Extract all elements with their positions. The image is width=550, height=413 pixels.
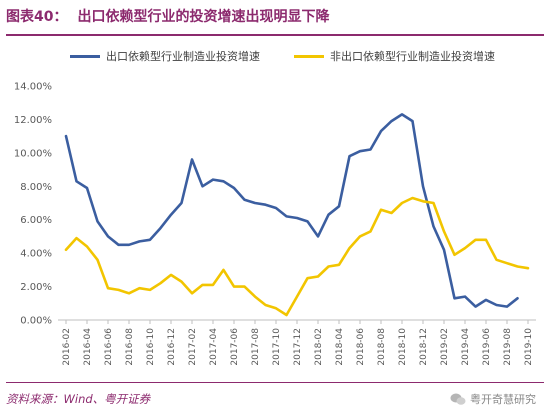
legend-label-series-1: 出口依赖型行业制造业投资增速 xyxy=(106,50,260,63)
x-tick-label: 2018-08 xyxy=(377,328,387,366)
x-tick-label: 2016-06 xyxy=(104,328,114,366)
x-tick-label: 2016-08 xyxy=(125,328,135,366)
legend-item-series-2: 非出口依赖型行业制造业投资增速 xyxy=(294,48,495,64)
figure-label: 图表40： xyxy=(6,9,68,25)
y-tick-label: 12.00% xyxy=(14,115,52,126)
y-tick-label: 10.00% xyxy=(14,148,52,159)
x-tick-label: 2016-10 xyxy=(146,328,156,366)
figure-title: 出口依赖型行业的投资增速出现明显下降 xyxy=(77,9,330,25)
x-tick-label: 2018-06 xyxy=(356,328,366,366)
legend-item-series-1: 出口依赖型行业制造业投资增速 xyxy=(70,48,260,64)
x-tick-label: 2016-12 xyxy=(167,328,177,366)
x-tick-label: 2019-02 xyxy=(440,328,450,366)
x-tick-label: 2019-06 xyxy=(482,328,492,366)
legend-swatch-series-2 xyxy=(294,54,324,58)
x-tick-label: 2017-06 xyxy=(230,328,240,366)
x-tick-label: 2017-02 xyxy=(188,328,198,366)
series-line-1 xyxy=(64,113,519,308)
x-tick-label: 2017-08 xyxy=(251,328,261,366)
x-tick-label: 2018-12 xyxy=(419,328,429,366)
x-tick-label: 2016-02 xyxy=(62,328,72,366)
x-tick-label: 2017-10 xyxy=(272,328,282,366)
y-tick-label: 14.00% xyxy=(14,82,52,93)
source-note: 资料来源：Wind、粤开证券 xyxy=(6,392,151,406)
wechat-icon xyxy=(450,393,466,405)
figure-header: 图表40： 出口依赖型行业的投资增速出现明显下降 xyxy=(6,8,544,36)
x-tick-label: 2017-04 xyxy=(209,328,219,366)
x-tick-label: 2018-04 xyxy=(335,328,345,366)
y-tick-label: 6.00% xyxy=(20,215,52,226)
y-tick-label: 2.00% xyxy=(20,282,52,293)
x-tick-label: 2019-10 xyxy=(524,328,534,366)
footer-divider xyxy=(6,382,544,383)
y-tick-label: 0.00% xyxy=(20,316,52,327)
x-tick-label: 2018-02 xyxy=(314,328,324,366)
x-tick-label: 2019-04 xyxy=(461,328,471,366)
y-tick-label: 4.00% xyxy=(20,249,52,260)
chart-legend: 出口依赖型行业制造业投资增速 非出口依赖型行业制造业投资增速 xyxy=(70,48,529,64)
x-tick-label: 2018-10 xyxy=(398,328,408,366)
x-tick-label: 2019-08 xyxy=(503,328,513,366)
legend-label-series-2: 非出口依赖型行业制造业投资增速 xyxy=(330,50,495,63)
x-tick-label: 2016-04 xyxy=(83,328,93,366)
watermark-text: 粤开奇慧研究 xyxy=(470,393,536,406)
watermark: 粤开奇慧研究 xyxy=(450,391,536,407)
legend-swatch-series-1 xyxy=(70,54,100,58)
y-tick-label: 8.00% xyxy=(20,182,52,193)
series-line-2 xyxy=(64,196,530,317)
x-tick-label: 2017-12 xyxy=(293,328,303,366)
